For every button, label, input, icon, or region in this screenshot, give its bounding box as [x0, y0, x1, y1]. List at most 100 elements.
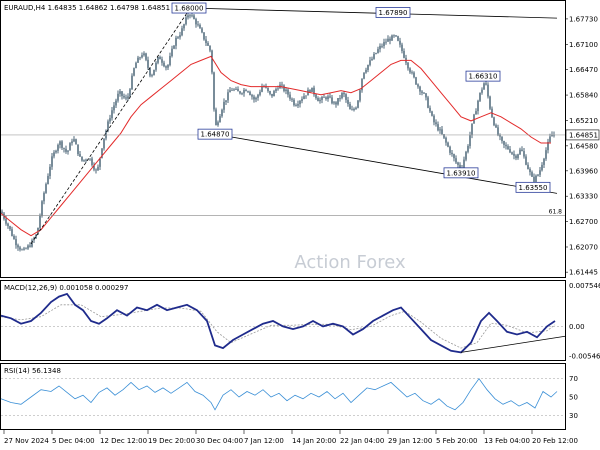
candle-body — [153, 69, 155, 76]
main-panel — [0, 0, 566, 278]
candle-body — [131, 75, 133, 90]
candle-body — [243, 89, 245, 94]
candle-body — [61, 141, 63, 148]
candle-body — [525, 156, 527, 165]
candle-body — [69, 143, 71, 151]
candle-body — [483, 83, 485, 90]
candle-body — [425, 93, 427, 98]
candle-body — [245, 89, 247, 92]
candle-body — [359, 90, 361, 101]
moving-average-line — [0, 55, 551, 237]
x-tick-label: 5 Feb 20:00 — [436, 437, 477, 445]
candle-body — [107, 121, 109, 131]
candle-body — [203, 32, 205, 40]
candle-body — [327, 96, 329, 99]
candle-body — [11, 229, 13, 236]
candle-body — [43, 192, 45, 202]
y-tick-label: 1.66470 — [569, 66, 598, 74]
candle-body — [415, 77, 417, 85]
current-price-label: 1.64851 — [569, 131, 598, 139]
candle-body — [179, 35, 181, 38]
candle-body — [189, 15, 191, 17]
candle-body — [239, 91, 241, 94]
candle-body — [221, 109, 223, 117]
candle-body — [539, 170, 541, 175]
candle-body — [73, 139, 75, 142]
candle-body — [169, 56, 171, 65]
candle-body — [113, 105, 115, 111]
candle-body — [219, 116, 221, 123]
candle-body — [205, 39, 207, 44]
candle-body — [519, 149, 521, 155]
candle-body — [551, 134, 553, 137]
candle-body — [303, 96, 305, 99]
candle-body — [75, 139, 77, 145]
candle-body — [173, 45, 175, 49]
candle-body — [235, 88, 237, 90]
candle-body — [123, 95, 125, 98]
candle-body — [289, 94, 291, 99]
candle-body — [507, 146, 509, 150]
candle-body — [373, 53, 375, 59]
candle-body — [493, 117, 495, 126]
candle-body — [19, 247, 21, 250]
candle-body — [155, 62, 157, 70]
y-tick-label: 1.64580 — [569, 142, 598, 150]
price-annotation-label: 1.63550 — [519, 184, 548, 192]
candle-body — [91, 158, 93, 166]
candle-body — [225, 100, 227, 102]
candle-body — [529, 169, 531, 173]
candle-body — [553, 134, 555, 136]
macd-tick-label: 0.00 — [569, 323, 585, 331]
current-price-marker — [565, 129, 600, 141]
x-tick-label: 22 Jan 04:00 — [340, 437, 384, 445]
candle-body — [261, 86, 263, 92]
candle-body — [295, 105, 297, 107]
candle-body — [485, 83, 487, 85]
candle-body — [31, 240, 33, 247]
candle-body — [65, 148, 67, 152]
candle-body — [417, 84, 419, 87]
candle-body — [29, 245, 31, 247]
candle-body — [23, 248, 25, 250]
rsi-panel — [0, 363, 566, 430]
candle-body — [143, 53, 145, 56]
candle-body — [301, 98, 303, 101]
candle-body — [397, 36, 399, 41]
candle-body — [111, 110, 113, 119]
price-annotation-box — [465, 70, 501, 82]
macd-layer — [0, 292, 567, 354]
candle-body — [527, 164, 529, 170]
candle-body — [379, 45, 381, 50]
candle-body — [115, 100, 117, 106]
price-annotation-label: 1.68000 — [175, 5, 204, 13]
candle-body — [5, 218, 7, 224]
candle-body — [333, 102, 335, 104]
candle-body — [395, 35, 397, 37]
x-tick-label: 7 Jan 12:00 — [244, 437, 284, 445]
candle-body — [95, 169, 97, 171]
price-annotation-box — [171, 2, 207, 14]
candle-body — [293, 99, 295, 106]
candle-body — [535, 175, 537, 182]
candle-body — [145, 53, 147, 60]
candle-body — [25, 248, 27, 250]
candle-body — [1, 211, 3, 214]
candle-body — [231, 90, 233, 91]
candle-body — [443, 134, 445, 138]
y-tick-label: 1.63960 — [569, 167, 598, 175]
candle-body — [149, 67, 151, 76]
candle-body — [317, 98, 319, 102]
candle-body — [355, 107, 357, 109]
candle-body — [319, 99, 321, 102]
candle-body — [335, 102, 337, 105]
candle-body — [93, 165, 95, 170]
candle-body — [313, 87, 315, 95]
candle-body — [511, 152, 513, 154]
candle-body — [399, 40, 401, 45]
candle-body — [89, 158, 91, 160]
macd-signal-line — [0, 304, 556, 349]
candle-body — [207, 43, 209, 46]
candle-body — [251, 95, 253, 97]
